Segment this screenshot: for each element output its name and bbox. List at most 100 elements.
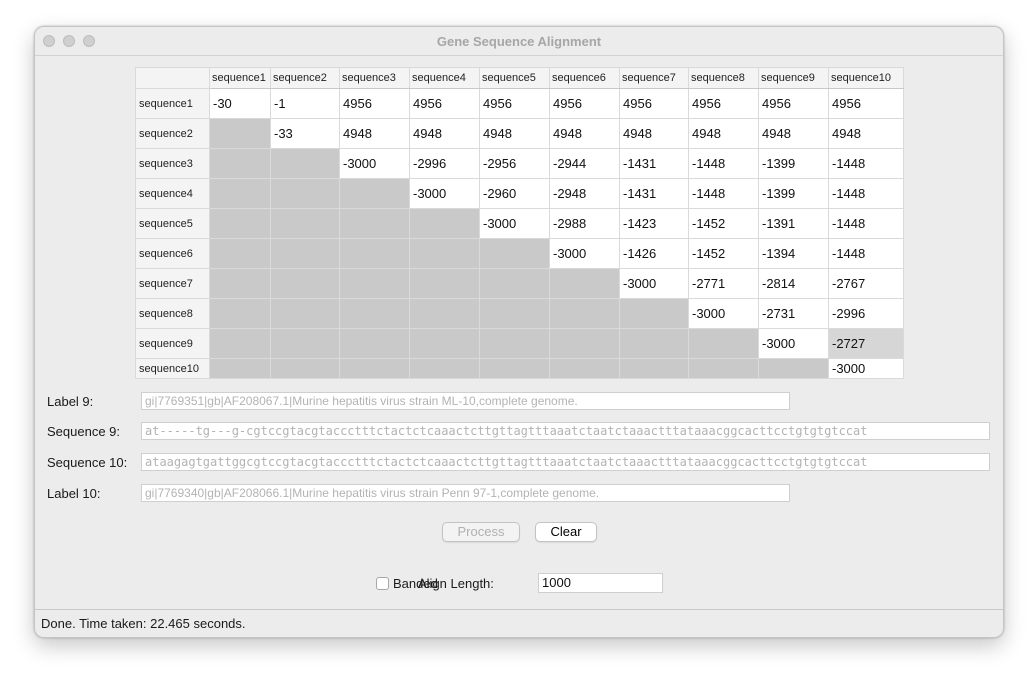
matrix-cell[interactable]: -33	[270, 118, 340, 149]
matrix-empty-cell[interactable]	[339, 208, 410, 239]
matrix-empty-cell[interactable]	[209, 178, 271, 209]
matrix-empty-cell[interactable]	[209, 298, 271, 329]
column-header[interactable]: sequence4	[409, 67, 480, 89]
matrix-cell[interactable]: 4948	[758, 118, 829, 149]
matrix-cell[interactable]: -1448	[688, 148, 759, 179]
minimize-button[interactable]	[63, 35, 75, 47]
column-header[interactable]: sequence3	[339, 67, 410, 89]
matrix-cell[interactable]: -3000	[828, 358, 904, 379]
matrix-empty-cell[interactable]	[409, 358, 480, 379]
matrix-cell[interactable]: -2727	[828, 328, 904, 359]
matrix-empty-cell[interactable]	[549, 328, 620, 359]
matrix-empty-cell[interactable]	[270, 358, 340, 379]
matrix-cell[interactable]: -2956	[479, 148, 550, 179]
matrix-cell[interactable]: 4948	[619, 118, 689, 149]
matrix-cell[interactable]: 4948	[339, 118, 410, 149]
matrix-empty-cell[interactable]	[549, 298, 620, 329]
matrix-empty-cell[interactable]	[339, 298, 410, 329]
matrix-cell[interactable]: -1423	[619, 208, 689, 239]
matrix-empty-cell[interactable]	[479, 298, 550, 329]
column-header[interactable]: sequence1	[209, 67, 271, 89]
matrix-cell[interactable]: 4948	[479, 118, 550, 149]
matrix-cell[interactable]: 4948	[409, 118, 480, 149]
matrix-empty-cell[interactable]	[270, 238, 340, 269]
matrix-empty-cell[interactable]	[339, 328, 410, 359]
label9-field[interactable]: gi|7769351|gb|AF208067.1|Murine hepatiti…	[141, 392, 790, 410]
matrix-cell[interactable]: -1448	[828, 238, 904, 269]
matrix-cell[interactable]: 4956	[479, 88, 550, 119]
matrix-empty-cell[interactable]	[339, 268, 410, 299]
matrix-empty-cell[interactable]	[339, 178, 410, 209]
matrix-empty-cell[interactable]	[409, 328, 480, 359]
matrix-empty-cell[interactable]	[209, 268, 271, 299]
matrix-cell[interactable]: -2767	[828, 268, 904, 299]
process-button[interactable]: Process	[442, 522, 520, 542]
matrix-cell[interactable]: -1394	[758, 238, 829, 269]
matrix-empty-cell[interactable]	[209, 238, 271, 269]
matrix-cell[interactable]: -2996	[409, 148, 480, 179]
matrix-cell[interactable]: 4956	[619, 88, 689, 119]
align-length-input[interactable]: 1000	[538, 573, 663, 593]
matrix-cell[interactable]: -1448	[828, 208, 904, 239]
matrix-cell[interactable]: -2814	[758, 268, 829, 299]
matrix-empty-cell[interactable]	[758, 358, 829, 379]
matrix-cell[interactable]: -2731	[758, 298, 829, 329]
matrix-cell[interactable]: 4956	[688, 88, 759, 119]
matrix-empty-cell[interactable]	[339, 238, 410, 269]
matrix-cell[interactable]: -1448	[828, 148, 904, 179]
matrix-cell[interactable]: -1431	[619, 178, 689, 209]
matrix-cell[interactable]: -3000	[549, 238, 620, 269]
matrix-empty-cell[interactable]	[270, 298, 340, 329]
matrix-cell[interactable]: -2996	[828, 298, 904, 329]
matrix-cell[interactable]: -2948	[549, 178, 620, 209]
column-header[interactable]: sequence10	[828, 67, 904, 89]
matrix-cell[interactable]: -2960	[479, 178, 550, 209]
matrix-cell[interactable]: -1391	[758, 208, 829, 239]
matrix-cell[interactable]: -3000	[619, 268, 689, 299]
matrix-cell[interactable]: 4956	[409, 88, 480, 119]
matrix-empty-cell[interactable]	[270, 268, 340, 299]
matrix-empty-cell[interactable]	[270, 208, 340, 239]
column-header[interactable]: sequence9	[758, 67, 829, 89]
matrix-empty-cell[interactable]	[619, 298, 689, 329]
clear-button[interactable]: Clear	[535, 522, 597, 542]
label10-field[interactable]: gi|7769340|gb|AF208066.1|Murine hepatiti…	[141, 484, 790, 502]
matrix-cell[interactable]: 4948	[828, 118, 904, 149]
sequence10-field[interactable]: ataagagtgattggcgtccgtacgtaccctttctactctc…	[141, 453, 990, 471]
matrix-cell[interactable]: -3000	[409, 178, 480, 209]
matrix-cell[interactable]: 4956	[828, 88, 904, 119]
close-button[interactable]	[43, 35, 55, 47]
column-header[interactable]: sequence7	[619, 67, 689, 89]
banded-checkbox[interactable]	[376, 577, 389, 590]
matrix-empty-cell[interactable]	[409, 208, 480, 239]
matrix-cell[interactable]: -3000	[688, 298, 759, 329]
matrix-empty-cell[interactable]	[479, 238, 550, 269]
matrix-cell[interactable]: -3000	[339, 148, 410, 179]
matrix-cell[interactable]: -30	[209, 88, 271, 119]
matrix-empty-cell[interactable]	[688, 328, 759, 359]
matrix-cell[interactable]: -2771	[688, 268, 759, 299]
matrix-cell[interactable]: 4948	[688, 118, 759, 149]
matrix-empty-cell[interactable]	[479, 358, 550, 379]
matrix-cell[interactable]: -1452	[688, 208, 759, 239]
matrix-cell[interactable]: -1448	[688, 178, 759, 209]
column-header[interactable]: sequence2	[270, 67, 340, 89]
matrix-empty-cell[interactable]	[549, 358, 620, 379]
matrix-empty-cell[interactable]	[688, 358, 759, 379]
matrix-empty-cell[interactable]	[209, 148, 271, 179]
matrix-cell[interactable]: -2988	[549, 208, 620, 239]
matrix-cell[interactable]: 4948	[549, 118, 620, 149]
score-matrix-table[interactable]: sequence1 sequence2 sequence3 sequence4 sequ…	[135, 67, 904, 379]
matrix-empty-cell[interactable]	[549, 268, 620, 299]
matrix-empty-cell[interactable]	[479, 268, 550, 299]
matrix-empty-cell[interactable]	[619, 358, 689, 379]
matrix-cell[interactable]: -3000	[479, 208, 550, 239]
matrix-empty-cell[interactable]	[209, 208, 271, 239]
matrix-cell[interactable]: -1426	[619, 238, 689, 269]
matrix-cell[interactable]: -3000	[758, 328, 829, 359]
sequence9-field[interactable]: at-----tg---g-cgtccgtacgtaccctttctactctc…	[141, 422, 990, 440]
matrix-cell[interactable]: -1399	[758, 178, 829, 209]
matrix-cell[interactable]: -2944	[549, 148, 620, 179]
column-header[interactable]: sequence5	[479, 67, 550, 89]
matrix-empty-cell[interactable]	[409, 268, 480, 299]
